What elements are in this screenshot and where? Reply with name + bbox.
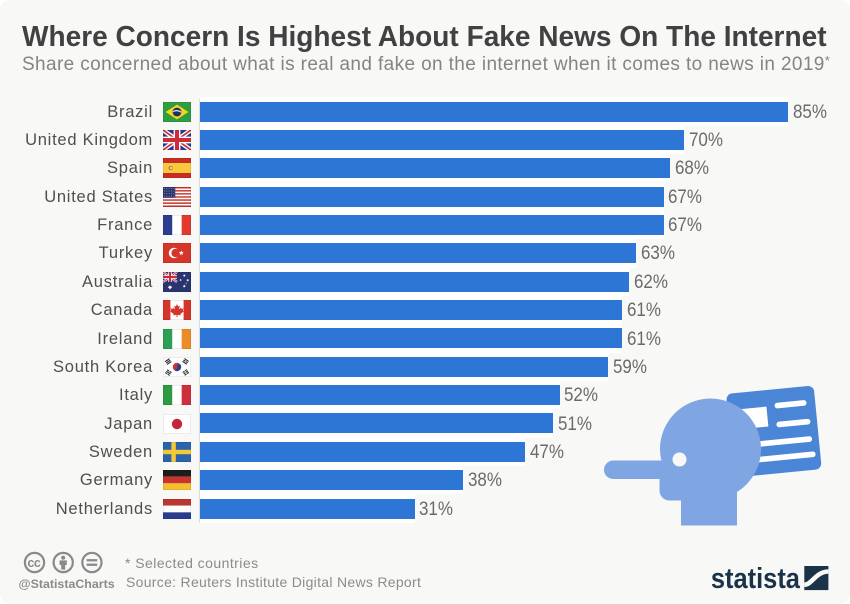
svg-text:cc: cc xyxy=(27,556,40,570)
svg-text:statista: statista xyxy=(711,561,801,594)
